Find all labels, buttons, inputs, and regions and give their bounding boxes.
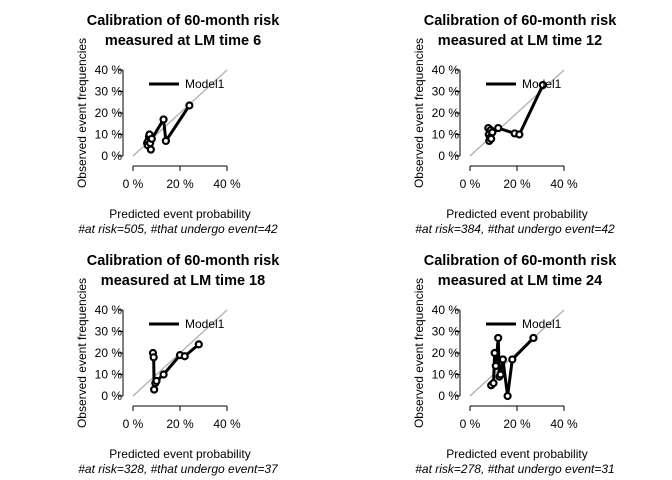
calibration-point: [491, 361, 500, 370]
x-tick-label: 20 %: [166, 417, 194, 431]
calibration-point: [149, 353, 158, 362]
panel-subtitle: #at risk=278, #that undergo event=31: [415, 462, 614, 476]
x-tick-label: 20 %: [503, 177, 531, 191]
x-tick-label: 20 %: [166, 177, 194, 191]
x-axis-title: Predicted event probability: [109, 447, 250, 461]
calibration-point: [496, 370, 505, 379]
calibration-panel-4: Calibration of 60-month risk measured at …: [412, 253, 617, 476]
y-axis-title: Observed event frequencies: [75, 38, 89, 188]
y-tick-label: 20 %: [432, 346, 460, 360]
panel-title-line-2: measured at LM time 6: [105, 33, 261, 49]
y-axis-title: Observed event frequencies: [75, 278, 89, 428]
calibration-point: [161, 136, 170, 146]
legend-label: Model1: [522, 77, 562, 91]
x-tick-label: 40 %: [550, 177, 578, 191]
y-tick-label: 0 %: [101, 149, 122, 163]
y-tick-label: 10 %: [432, 128, 460, 142]
y-tick-label: 40 %: [432, 303, 460, 317]
x-tick-label: 40 %: [213, 177, 241, 191]
calibration-point: [185, 101, 194, 110]
legend-label: Model1: [185, 77, 225, 91]
panel-subtitle: #at risk=384, #that undergo event=42: [415, 222, 615, 236]
legend-label: Model1: [185, 317, 225, 331]
calibration-point: [489, 379, 498, 388]
y-tick-label: 30 %: [432, 325, 460, 339]
x-axis-title: Predicted event probability: [446, 447, 587, 461]
calibration-point: [538, 80, 547, 90]
calibration-point: [487, 134, 496, 143]
y-tick-label: 30 %: [95, 325, 123, 339]
panel-title-line-2: measured at LM time 12: [438, 33, 602, 49]
calibration-point: [529, 333, 538, 343]
calibration-panel-1: Calibration of 60-month risk measured at …: [75, 13, 280, 236]
calibration-point: [515, 130, 524, 139]
x-tick-label: 40 %: [213, 417, 241, 431]
calibration-point: [152, 376, 161, 386]
calibration-point: [498, 355, 507, 364]
y-tick-label: 20 %: [95, 106, 123, 120]
y-tick-label: 30 %: [432, 85, 460, 99]
y-axis-title: Observed event frequencies: [412, 278, 426, 428]
y-tick-label: 30 %: [95, 85, 123, 99]
calibration-point: [150, 385, 159, 394]
calibration-point: [488, 128, 497, 137]
panel-title-line-2: measured at LM time 24: [438, 273, 602, 289]
y-tick-label: 40 %: [95, 303, 123, 317]
calibration-point: [194, 340, 203, 349]
calibration-point: [490, 348, 499, 358]
y-tick-label: 20 %: [432, 106, 460, 120]
x-tick-label: 0 %: [460, 417, 481, 431]
calibration-point: [180, 352, 189, 361]
x-tick-label: 0 %: [123, 177, 144, 191]
panel-subtitle: #at risk=505, #that undergo event=42: [78, 222, 278, 236]
y-tick-label: 40 %: [95, 63, 123, 77]
x-tick-label: 0 %: [460, 177, 481, 191]
calibration-point: [146, 145, 155, 154]
legend-label: Model1: [522, 317, 562, 331]
y-tick-label: 0 %: [438, 149, 459, 163]
calibration-point: [494, 123, 503, 133]
calibration-point: [159, 115, 168, 124]
y-tick-label: 10 %: [95, 368, 123, 382]
calibration-point: [159, 370, 168, 379]
calibration-panel-2: Calibration of 60-month risk measured at …: [412, 13, 617, 236]
panel-title-line-1: Calibration of 60-month risk: [87, 13, 280, 29]
calibration-point: [508, 355, 517, 364]
panel-subtitle: #at risk=328, #that undergo event=37: [78, 462, 279, 476]
y-tick-label: 0 %: [438, 389, 459, 403]
calibration-panel-3: Calibration of 60-month risk measured at …: [75, 253, 280, 476]
y-tick-label: 10 %: [432, 368, 460, 382]
x-tick-label: 0 %: [123, 417, 144, 431]
x-tick-label: 40 %: [550, 417, 578, 431]
y-tick-label: 10 %: [95, 128, 123, 142]
x-tick-label: 20 %: [503, 417, 531, 431]
x-axis-title: Predicted event probability: [446, 207, 587, 221]
calibration-point: [494, 333, 503, 343]
y-tick-label: 0 %: [101, 389, 122, 403]
y-tick-label: 40 %: [432, 63, 460, 77]
y-tick-label: 20 %: [95, 346, 123, 360]
panel-title-line-1: Calibration of 60-month risk: [424, 253, 617, 269]
panel-title-line-2: measured at LM time 18: [101, 273, 265, 289]
calibration-point: [147, 134, 156, 143]
panel-title-line-1: Calibration of 60-month risk: [87, 253, 280, 269]
panel-title-line-1: Calibration of 60-month risk: [424, 13, 617, 29]
x-axis-title: Predicted event probability: [109, 207, 250, 221]
calibration-point: [503, 391, 512, 401]
y-axis-title: Observed event frequencies: [412, 38, 426, 188]
